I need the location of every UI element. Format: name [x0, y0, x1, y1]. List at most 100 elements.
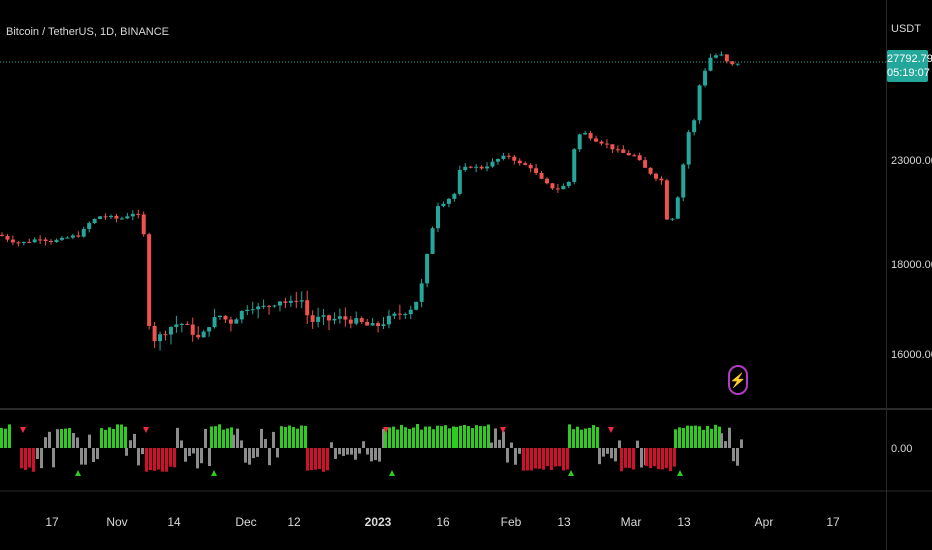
neutral-bar: [125, 448, 128, 456]
candle-body: [436, 206, 440, 229]
time-tick-label: Feb: [501, 515, 522, 529]
candle-body: [294, 300, 299, 302]
neutral-bar: [244, 448, 247, 463]
candle-body: [457, 170, 462, 194]
bull-bar: [108, 427, 111, 448]
candle-body: [550, 183, 555, 189]
bull-bar: [455, 426, 458, 448]
candle-body: [392, 313, 397, 316]
candle-body: [713, 55, 718, 58]
candle-body: [697, 85, 702, 121]
candle-body: [130, 213, 135, 217]
bull-bar: [60, 429, 63, 448]
candle-body: [583, 132, 588, 135]
candle-body: [207, 327, 212, 332]
bear-bar: [165, 448, 168, 472]
candle-body: [310, 315, 315, 322]
candle-body: [179, 323, 184, 325]
sell-signal-marker: [383, 427, 389, 433]
candle-body: [441, 203, 446, 207]
candle-body: [359, 318, 364, 322]
bear-bar: [628, 448, 631, 469]
candle-body: [414, 301, 419, 310]
bull-bar: [576, 426, 579, 448]
bear-bar: [20, 448, 23, 469]
candle-body: [621, 149, 626, 153]
bear-bar: [157, 448, 160, 470]
time-tick-label: 12: [287, 515, 301, 529]
neutral-bar: [498, 439, 501, 448]
bull-bar: [568, 424, 571, 448]
candle-body: [490, 161, 495, 167]
neutral-bar: [636, 440, 639, 448]
bear-bar: [562, 448, 565, 471]
candle-body: [670, 218, 675, 220]
candle-body: [185, 323, 190, 325]
buy-signal-marker: [568, 470, 574, 476]
candle-body: [523, 163, 528, 165]
bear-bar: [24, 448, 27, 470]
candle-body: [136, 213, 141, 215]
neutral-bar: [52, 448, 55, 468]
neutral-bar: [44, 437, 47, 448]
candle-body: [403, 314, 408, 316]
bull-bar: [440, 426, 443, 448]
neutral-bar: [192, 448, 195, 454]
candle-body: [87, 223, 92, 229]
time-tick-label: Mar: [621, 515, 642, 529]
bear-bar: [318, 448, 321, 470]
neutral-bar: [84, 448, 87, 465]
time-tick-label: 17: [45, 515, 59, 529]
bull-bar: [112, 428, 115, 448]
neutral-bar: [36, 448, 39, 460]
bull-bar: [100, 428, 103, 448]
neutral-bar: [188, 448, 191, 456]
candle-body: [343, 316, 348, 320]
candle-body: [692, 120, 697, 133]
neutral-bar: [200, 448, 203, 464]
candle-body: [27, 241, 32, 243]
bull-bar: [452, 426, 455, 448]
bull-bar: [8, 424, 11, 448]
candle-body: [501, 155, 506, 159]
neutral-bar: [141, 448, 144, 455]
candle-body: [708, 57, 713, 71]
lightning-bolt-icon[interactable]: ⚡: [728, 365, 748, 395]
neutral-bar: [236, 428, 239, 448]
bear-bar: [153, 448, 156, 471]
bear-bar: [550, 448, 553, 470]
candle-body: [70, 235, 75, 238]
candle-body: [599, 141, 604, 144]
neutral-bar: [256, 448, 259, 457]
candle-body: [545, 178, 549, 184]
neutral-bar: [342, 448, 345, 456]
bear-bar: [530, 448, 533, 471]
candle-body: [719, 54, 724, 56]
bear-bar: [145, 448, 148, 472]
neutral-bar: [248, 448, 251, 465]
neutral-bar: [354, 448, 357, 460]
buy-signal-marker: [211, 470, 217, 476]
buy-signal-marker: [677, 470, 683, 476]
neutral-bar: [358, 448, 361, 454]
candle-body: [0, 234, 4, 236]
bull-bar: [300, 425, 303, 448]
candle-body: [604, 143, 609, 145]
bull-bar: [483, 426, 486, 448]
bull-bar: [120, 424, 123, 448]
bear-bar: [653, 448, 656, 467]
neutral-bar: [728, 427, 731, 448]
price-axis-unit[interactable]: USDT: [891, 23, 921, 35]
candles-layer: [0, 51, 740, 351]
candle-body: [468, 166, 473, 168]
candle-body: [38, 239, 43, 241]
candle-body: [152, 325, 157, 342]
bull-bar: [218, 424, 221, 448]
bull-bar: [432, 429, 435, 448]
neutral-bar: [232, 434, 235, 448]
bull-bar: [214, 426, 217, 448]
neutral-bar: [606, 448, 609, 454]
neutral-bar: [133, 433, 136, 448]
bull-bar: [226, 428, 229, 448]
